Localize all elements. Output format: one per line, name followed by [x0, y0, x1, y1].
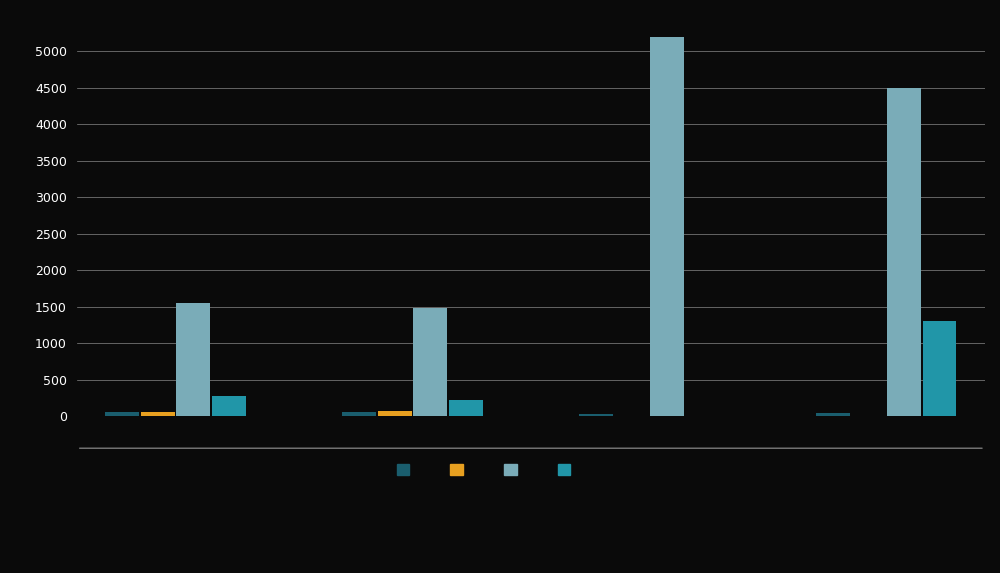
Bar	[923, 321, 956, 416]
Bar	[449, 401, 483, 416]
Bar	[378, 411, 412, 416]
Bar	[212, 395, 246, 416]
Bar	[887, 88, 921, 416]
Bar	[650, 37, 684, 416]
Bar	[141, 411, 175, 416]
Legend: , , , : , , ,	[392, 459, 579, 482]
Bar	[176, 303, 210, 416]
Bar	[105, 413, 139, 416]
Bar	[816, 413, 850, 416]
Bar	[579, 414, 613, 416]
Bar	[413, 308, 447, 416]
Bar	[342, 412, 376, 416]
